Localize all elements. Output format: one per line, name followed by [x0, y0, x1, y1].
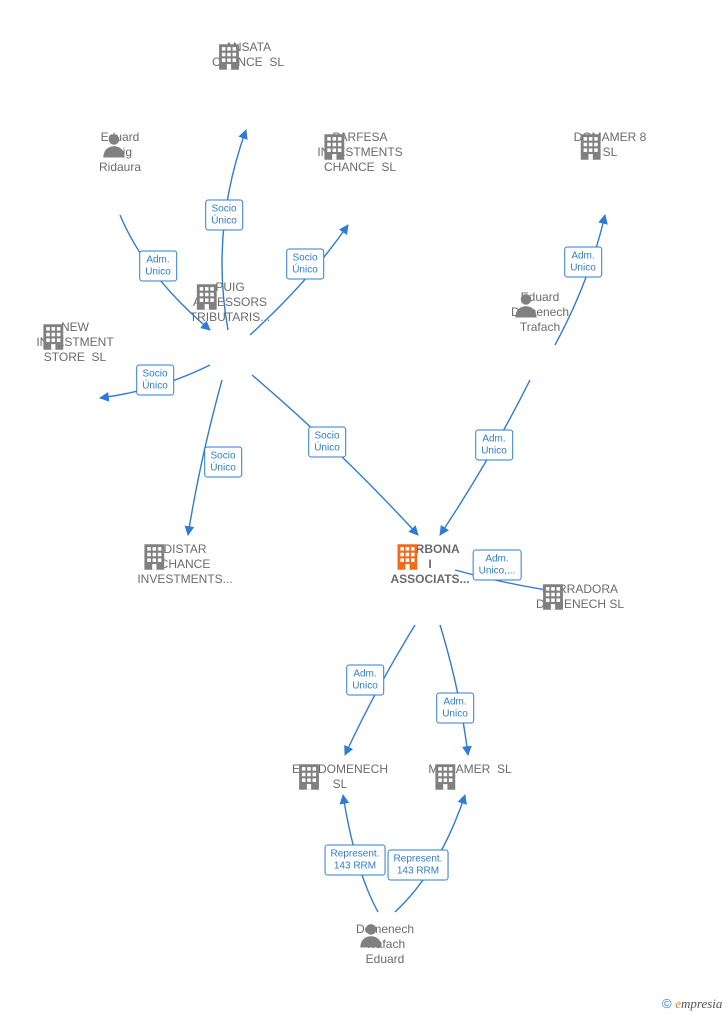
edge-puig-new_inv — [100, 365, 210, 398]
edge-eduard_p-puig — [120, 215, 210, 330]
edge-eduard_d-farbona — [440, 380, 530, 535]
edge-puig-parfesa — [250, 225, 348, 335]
edge-eduard_d-domamer — [555, 215, 605, 345]
edge-farbona-ecodom — [345, 625, 415, 755]
edge-farbona-serradora — [455, 570, 560, 592]
edge-farbona-maqamer — [440, 625, 468, 755]
edge-puig-ansata — [222, 130, 246, 330]
copyright-symbol: © — [662, 996, 672, 1011]
edge-dom_tr_ed-maqamer — [395, 795, 465, 912]
edge-puig-farbona — [252, 375, 418, 535]
edge-dom_tr_ed-ecodom — [343, 795, 378, 912]
edges-layer — [0, 0, 728, 1015]
brand-rest: mpresia — [681, 996, 722, 1011]
edge-puig-distar — [188, 380, 222, 535]
watermark: © empresia — [662, 996, 722, 1012]
